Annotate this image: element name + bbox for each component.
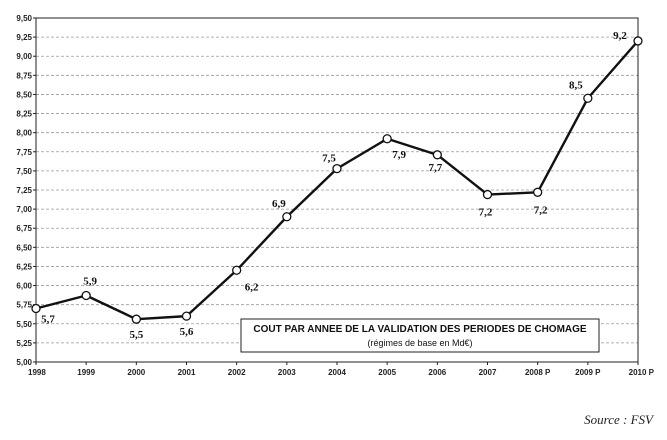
- chart-subtitle: (régimes de base en Md€): [367, 338, 472, 348]
- y-tick-label: 5,25: [16, 339, 32, 348]
- x-tick-label: 2000: [127, 368, 145, 377]
- x-tick-label: 2004: [328, 368, 346, 377]
- data-point: [432, 150, 442, 160]
- data-point: [81, 290, 91, 301]
- data-point: [282, 212, 292, 222]
- y-tick-label: 8,75: [16, 71, 32, 80]
- data-label: 5,7: [41, 313, 55, 325]
- data-label: 9,2: [613, 30, 627, 42]
- data-label: 8,5: [569, 79, 583, 91]
- y-tick-label: 6,00: [16, 282, 32, 291]
- x-tick-label: 2003: [278, 368, 296, 377]
- x-tick-label: 2006: [428, 368, 446, 377]
- source-note: Source : FSV: [584, 412, 653, 427]
- data-label: 7,5: [322, 153, 336, 165]
- y-tick-label: 8,50: [16, 90, 32, 99]
- x-axis-ticks: 1998 1999 2000 2001 2002 2003 2004 2005 2006 2007…: [28, 362, 655, 377]
- data-point: [533, 187, 543, 197]
- title-box-frame: [240, 318, 600, 353]
- data-label: 7,2: [479, 207, 493, 219]
- x-tick-label: 2008 P: [525, 368, 551, 377]
- data-label: 5,9: [83, 275, 97, 287]
- data-point: [633, 36, 643, 46]
- x-tick-label: 1998: [28, 368, 46, 377]
- data-point: [232, 265, 242, 275]
- y-tick-label: 7,50: [16, 167, 32, 176]
- x-tick-label: 2010 P: [629, 368, 655, 377]
- y-tick-label: 9,50: [16, 14, 32, 23]
- data-point: [31, 303, 41, 314]
- x-tick-label: 2001: [178, 368, 196, 377]
- data-label: 7,2: [534, 204, 548, 216]
- data-point: [583, 93, 593, 103]
- x-tick-label: 2002: [228, 368, 246, 377]
- title-box: COUT PAR ANNEE DE LA VALIDATION DES PERI…: [240, 318, 600, 353]
- y-tick-label: 7,00: [16, 205, 32, 214]
- y-tick-label: 9,25: [16, 33, 32, 42]
- data-point: [181, 311, 192, 321]
- y-tick-label: 7,25: [16, 186, 32, 195]
- data-point: [332, 163, 342, 174]
- y-tick-label: 8,25: [16, 110, 32, 119]
- x-tick-label: 2005: [378, 368, 396, 377]
- x-tick-label: 2007: [479, 368, 497, 377]
- x-tick-label: 1999: [77, 368, 95, 377]
- y-tick-label: 6,25: [16, 262, 32, 271]
- data-point: [131, 314, 141, 324]
- y-tick-label: 5,50: [16, 320, 32, 329]
- grid-lines: [36, 36, 638, 344]
- y-tick-label: 6,75: [16, 224, 32, 233]
- series-layer: [31, 36, 643, 324]
- data-label: 6,2: [245, 281, 259, 293]
- data-label: 7,9: [392, 149, 406, 161]
- y-tick-label: 5,00: [16, 358, 32, 367]
- data-label: 6,9: [272, 198, 286, 210]
- data-point: [482, 189, 493, 200]
- data-label: 5,5: [129, 329, 143, 341]
- data-labels: 5,7 5,9 5,5 5,6 6,2 6,9 7,5 7,9 7,7 7,2 7,2 8,5 9,2: [41, 30, 627, 341]
- y-tick-label: 5,75: [16, 301, 32, 310]
- chart-title: COUT PAR ANNEE DE LA VALIDATION DES PERI…: [253, 324, 586, 335]
- x-tick-label: 2009 P: [575, 368, 601, 377]
- y-tick-label: 6,50: [16, 243, 32, 252]
- series-line: [35, 40, 639, 321]
- y-axis-ticks: 5,00 5,25 5,50 5,75 6,00 6,25 6,50 6,75 7,00 7,25…: [16, 14, 36, 367]
- data-label: 7,7: [428, 162, 442, 174]
- data-label: 5,6: [180, 326, 194, 338]
- y-tick-label: 9,00: [16, 52, 32, 61]
- plot-frame: [35, 17, 639, 363]
- y-tick-label: 8,00: [16, 129, 32, 138]
- y-tick-label: 7,75: [16, 148, 32, 157]
- data-point: [382, 134, 392, 144]
